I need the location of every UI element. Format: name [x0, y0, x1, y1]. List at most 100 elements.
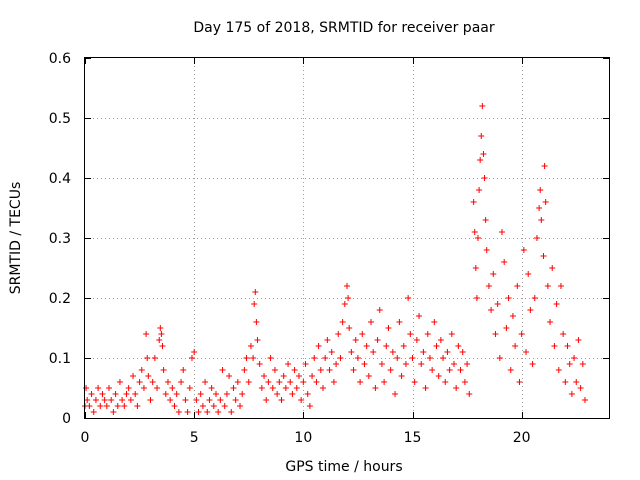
data-point [145, 373, 152, 379]
plot-frame [84, 57, 610, 419]
data-point [210, 403, 217, 409]
data-point [485, 283, 492, 289]
data-point [374, 337, 381, 343]
y-tick-label: 0.6 [49, 51, 71, 67]
data-point [127, 397, 134, 403]
data-point [378, 361, 385, 367]
data-point [226, 373, 233, 379]
data-point [193, 397, 200, 403]
data-point [143, 331, 150, 337]
data-point [466, 391, 473, 397]
data-point [324, 337, 331, 343]
data-point [293, 385, 300, 391]
data-point [267, 355, 274, 361]
data-point [361, 361, 368, 367]
data-point [453, 385, 460, 391]
data-point [348, 349, 355, 355]
data-point [219, 367, 226, 373]
x-tick-label: 0 [81, 430, 90, 446]
data-point [230, 385, 237, 391]
data-point [302, 361, 309, 367]
data-point [101, 397, 108, 403]
data-point [182, 397, 189, 403]
data-point [208, 385, 215, 391]
data-point [376, 307, 383, 313]
data-point [140, 385, 147, 391]
data-point [337, 355, 344, 361]
data-point [311, 355, 318, 361]
data-point [429, 367, 436, 373]
data-point [420, 349, 427, 355]
data-point [503, 325, 510, 331]
data-point [409, 355, 416, 361]
data-point [158, 331, 165, 337]
data-point [413, 337, 420, 343]
data-point [223, 391, 230, 397]
data-point [326, 367, 333, 373]
data-point [298, 397, 305, 403]
data-point [261, 373, 268, 379]
data-point [149, 379, 156, 385]
data-point [144, 355, 151, 361]
data-point [232, 397, 239, 403]
data-point [221, 403, 228, 409]
data-point [291, 367, 298, 373]
data-point [241, 367, 248, 373]
data-point [537, 187, 544, 193]
data-point [84, 397, 91, 403]
data-point [396, 319, 403, 325]
data-point [289, 391, 296, 397]
data-point [339, 319, 346, 325]
data-point [280, 373, 287, 379]
data-point [457, 367, 464, 373]
data-point [197, 391, 204, 397]
data-point [357, 379, 364, 385]
data-point [477, 157, 484, 163]
data-point [317, 367, 324, 373]
data-point [333, 361, 340, 367]
data-point [478, 133, 485, 139]
data-point [167, 397, 174, 403]
grid-lines [85, 58, 609, 418]
data-point [162, 391, 169, 397]
data-point [123, 391, 130, 397]
data-point [536, 205, 543, 211]
data-point [130, 373, 137, 379]
data-point [188, 355, 195, 361]
data-point [442, 379, 449, 385]
data-point [95, 385, 102, 391]
data-point [359, 331, 366, 337]
data-point [164, 379, 171, 385]
data-point [315, 343, 322, 349]
data-point [566, 361, 573, 367]
data-point [256, 361, 263, 367]
data-point [92, 397, 99, 403]
x-axis-label: GPS time / hours [285, 459, 402, 475]
data-point [501, 259, 508, 265]
data-points [82, 103, 588, 415]
data-point [450, 361, 457, 367]
data-point [112, 391, 119, 397]
data-point [263, 397, 270, 403]
data-point [542, 199, 549, 205]
data-point [239, 391, 246, 397]
data-point [549, 265, 556, 271]
data-point [525, 271, 532, 277]
data-point [402, 361, 409, 367]
data-point [335, 331, 342, 337]
data-point [106, 385, 113, 391]
data-point [132, 391, 139, 397]
data-point [475, 235, 481, 241]
x-tick-label: 5 [190, 430, 199, 446]
data-point [306, 403, 313, 409]
data-point [509, 313, 516, 319]
data-point [533, 235, 540, 241]
data-point [322, 355, 329, 361]
data-point [304, 391, 311, 397]
data-point [282, 385, 289, 391]
data-point [547, 319, 554, 325]
data-point [490, 271, 497, 277]
data-point [354, 355, 361, 361]
data-point [476, 187, 483, 193]
data-point [237, 403, 244, 409]
